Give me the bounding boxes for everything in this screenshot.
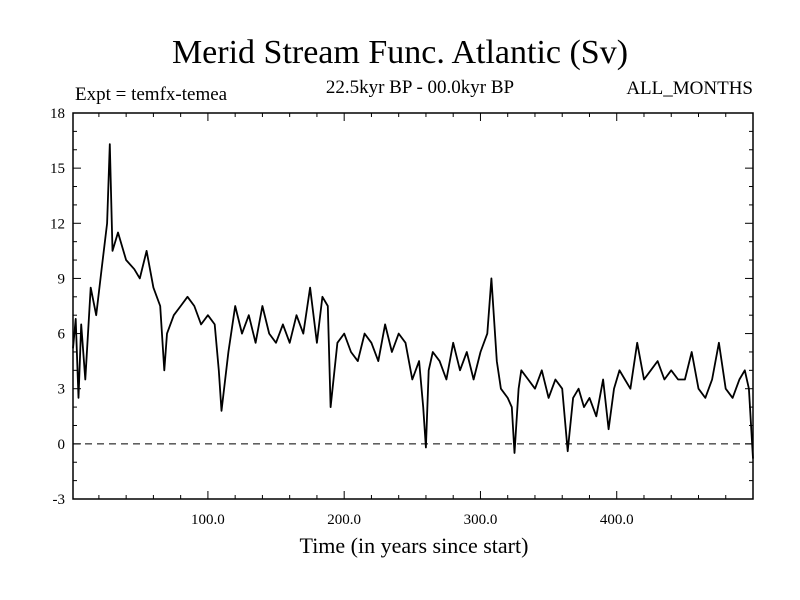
y-tick-label: 9 (58, 271, 66, 287)
tick-labels-layer: -3 0 3 6 9 12 15 18 100.0 200.0 300.0 400.0 (50, 106, 634, 528)
months-label: ALL_MONTHS (626, 78, 753, 99)
y-tick-label: 6 (58, 327, 66, 343)
x-tick-label: 200.0 (327, 512, 361, 528)
x-tick-label: 100.0 (191, 512, 225, 528)
y-tick-label: 0 (58, 437, 66, 453)
y-tick-label: 12 (50, 216, 65, 232)
y-tick-label: -3 (53, 492, 66, 508)
time-range-label: 22.5kyr BP - 00.0kyr BP (325, 77, 515, 98)
y-tick-label: 18 (50, 106, 65, 122)
plot-frame (72, 112, 754, 500)
x-tick-label: 400.0 (600, 512, 634, 528)
experiment-label: Expt = temfx-temea (75, 84, 228, 105)
series-line-0 (72, 143, 754, 459)
x-tick-label: 300.0 (464, 512, 498, 528)
y-tick-label: 15 (50, 161, 65, 177)
chart-title: Merid Stream Func. Atlantic (Sv) (171, 34, 629, 71)
series-layer (72, 143, 754, 459)
y-tick-label: 3 (58, 382, 66, 398)
x-axis-label: Time (in years since start) (299, 533, 529, 558)
ticks-layer (73, 112, 753, 500)
